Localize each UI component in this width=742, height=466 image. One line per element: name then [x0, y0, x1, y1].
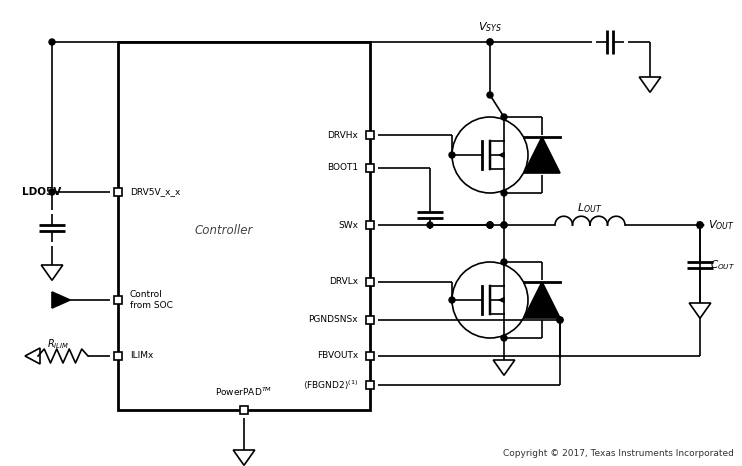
Circle shape [501, 222, 507, 228]
Circle shape [427, 222, 433, 228]
Circle shape [487, 222, 493, 228]
Circle shape [49, 39, 55, 45]
Circle shape [487, 222, 493, 228]
Circle shape [697, 222, 703, 228]
Text: LDO5V: LDO5V [22, 187, 62, 197]
Bar [366, 278, 374, 286]
Circle shape [501, 114, 507, 120]
Text: ILIMx: ILIMx [130, 351, 154, 361]
Circle shape [49, 189, 55, 195]
Polygon shape [25, 348, 40, 364]
Text: $\langle$FBGND2$\rangle^{(1)}$: $\langle$FBGND2$\rangle^{(1)}$ [303, 379, 358, 391]
Text: SWx: SWx [338, 220, 358, 229]
Text: $R_{ILIM}$: $R_{ILIM}$ [47, 337, 69, 351]
Text: $L_{OUT}$: $L_{OUT}$ [577, 201, 603, 215]
Circle shape [449, 297, 455, 303]
Bar [114, 352, 122, 360]
Circle shape [697, 222, 703, 228]
Text: DRVLx: DRVLx [329, 277, 358, 287]
Polygon shape [493, 360, 515, 375]
Text: PowerPAD$^{TM}$: PowerPAD$^{TM}$ [215, 385, 272, 398]
Circle shape [487, 92, 493, 98]
Bar [366, 316, 374, 324]
Text: Control
from SOC: Control from SOC [130, 290, 173, 310]
Text: Controller: Controller [195, 224, 253, 237]
Bar [366, 381, 374, 389]
Text: PGNDSNSx: PGNDSNSx [309, 315, 358, 324]
Circle shape [501, 190, 507, 196]
Polygon shape [524, 282, 560, 318]
Bar [366, 131, 374, 139]
Bar [366, 164, 374, 172]
Circle shape [487, 39, 493, 45]
Polygon shape [639, 77, 661, 92]
Text: DRV5V_x_x: DRV5V_x_x [130, 187, 180, 197]
Circle shape [501, 335, 507, 341]
Circle shape [501, 222, 507, 228]
Bar [366, 352, 374, 360]
Bar [118, 42, 370, 410]
Text: Copyright © 2017, Texas Instruments Incorporated: Copyright © 2017, Texas Instruments Inco… [503, 449, 734, 458]
Polygon shape [42, 265, 63, 281]
Polygon shape [689, 303, 711, 318]
Circle shape [449, 152, 455, 158]
Bar [114, 296, 122, 304]
Text: DRVHx: DRVHx [327, 130, 358, 139]
Text: $V_{SYS}$: $V_{SYS}$ [478, 20, 502, 34]
Polygon shape [524, 137, 560, 173]
Polygon shape [233, 450, 255, 465]
Bar [366, 221, 374, 229]
Text: $C_{OUT}$: $C_{OUT}$ [710, 258, 735, 272]
Text: $V_{OUT}$: $V_{OUT}$ [708, 218, 735, 232]
Text: FBVOUTx: FBVOUTx [317, 351, 358, 361]
Text: BOOT1: BOOT1 [327, 164, 358, 172]
Bar [114, 188, 122, 196]
Circle shape [557, 317, 563, 323]
Circle shape [487, 222, 493, 228]
Circle shape [557, 317, 563, 323]
Polygon shape [52, 292, 70, 308]
Circle shape [501, 259, 507, 265]
Circle shape [487, 39, 493, 45]
Bar [240, 406, 248, 414]
